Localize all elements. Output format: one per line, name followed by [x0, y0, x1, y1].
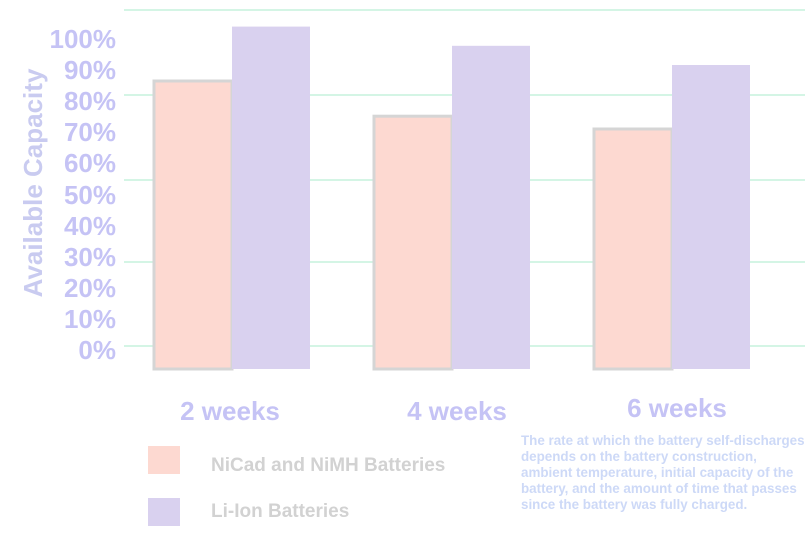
bar-li-ion-4-weeks: [452, 45, 530, 370]
legend-swatch-li-ion: [148, 498, 180, 526]
bar-nicad-4-weeks: [372, 114, 454, 371]
category-labels: 2 weeks 4 weeks 6 weeks: [180, 393, 727, 426]
annotation-note: The rate at which the battery self-disch…: [521, 433, 805, 512]
y-axis-label: Available Capacity: [18, 68, 48, 297]
y-tick-label: 40%: [64, 211, 116, 241]
category-label: 6 weeks: [627, 393, 727, 423]
bar-nicad-6-weeks: [592, 127, 674, 371]
legend-label-nicad: NiCad and NiMH Batteries: [211, 455, 446, 476]
y-tick-label: 0%: [78, 335, 116, 365]
legend-label-li-ion: Li-Ion Batteries: [211, 501, 350, 522]
y-tick-label: 100%: [50, 24, 117, 54]
y-tick-label: 80%: [64, 86, 116, 116]
y-tick-label: 50%: [64, 180, 116, 210]
y-tick-label: 70%: [64, 117, 116, 147]
category-label: 4 weeks: [407, 396, 507, 426]
y-tick-label: 20%: [64, 273, 116, 303]
bar-li-ion-6-weeks: [672, 65, 750, 369]
legend-swatch-nicad: [148, 446, 180, 474]
y-tick-labels: 0%10%20%30%40%50%60%70%80%90%100%: [50, 24, 117, 365]
bars: [152, 26, 750, 371]
bar-nicad-2-weeks: [152, 79, 234, 371]
y-tick-label: 10%: [64, 304, 116, 334]
bar-li-ion-2-weeks: [232, 26, 310, 369]
y-tick-label: 90%: [64, 55, 116, 85]
y-tick-label: 30%: [64, 242, 116, 272]
y-tick-label: 60%: [64, 148, 116, 178]
category-label: 2 weeks: [180, 396, 280, 426]
